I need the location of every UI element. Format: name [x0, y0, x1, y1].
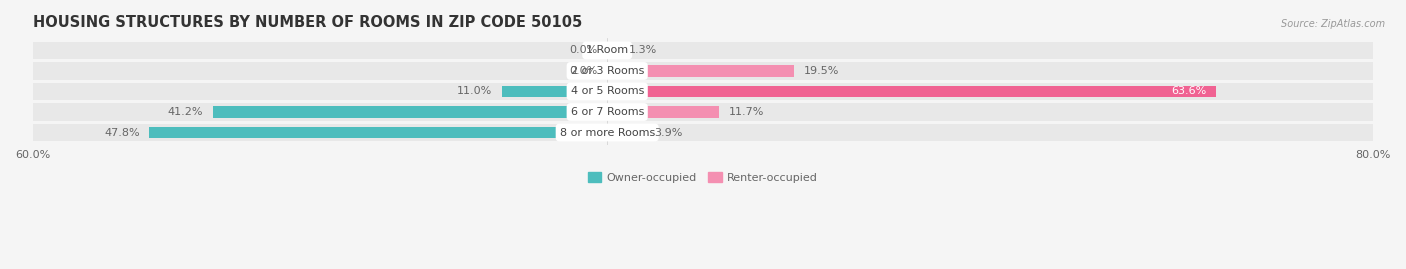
Text: 41.2%: 41.2%	[167, 107, 202, 117]
Text: 0.0%: 0.0%	[569, 66, 598, 76]
Text: 63.6%: 63.6%	[1171, 86, 1206, 97]
Bar	[212, 106, 607, 118]
Bar	[607, 127, 644, 138]
Legend: Owner-occupied, Renter-occupied: Owner-occupied, Renter-occupied	[583, 168, 823, 187]
Text: 19.5%: 19.5%	[803, 66, 839, 76]
Bar	[32, 42, 1374, 59]
Text: Source: ZipAtlas.com: Source: ZipAtlas.com	[1281, 19, 1385, 29]
Bar	[607, 45, 620, 56]
Bar	[607, 106, 720, 118]
Bar	[32, 83, 1374, 100]
Text: 47.8%: 47.8%	[104, 128, 139, 137]
Bar	[607, 86, 1216, 97]
Text: 6 or 7 Rooms: 6 or 7 Rooms	[571, 107, 644, 117]
Text: 1.3%: 1.3%	[630, 45, 658, 55]
Bar	[607, 65, 794, 77]
Bar	[32, 62, 1374, 80]
Text: 3.9%: 3.9%	[654, 128, 682, 137]
Bar	[32, 103, 1374, 121]
Text: 1 Room: 1 Room	[586, 45, 628, 55]
Bar	[149, 127, 607, 138]
Text: HOUSING STRUCTURES BY NUMBER OF ROOMS IN ZIP CODE 50105: HOUSING STRUCTURES BY NUMBER OF ROOMS IN…	[32, 15, 582, 30]
Bar	[502, 86, 607, 97]
Text: 0.0%: 0.0%	[569, 45, 598, 55]
Bar	[32, 124, 1374, 141]
Text: 11.0%: 11.0%	[457, 86, 492, 97]
Text: 11.7%: 11.7%	[728, 107, 765, 117]
Text: 2 or 3 Rooms: 2 or 3 Rooms	[571, 66, 644, 76]
Text: 4 or 5 Rooms: 4 or 5 Rooms	[571, 86, 644, 97]
Text: 8 or more Rooms: 8 or more Rooms	[560, 128, 655, 137]
